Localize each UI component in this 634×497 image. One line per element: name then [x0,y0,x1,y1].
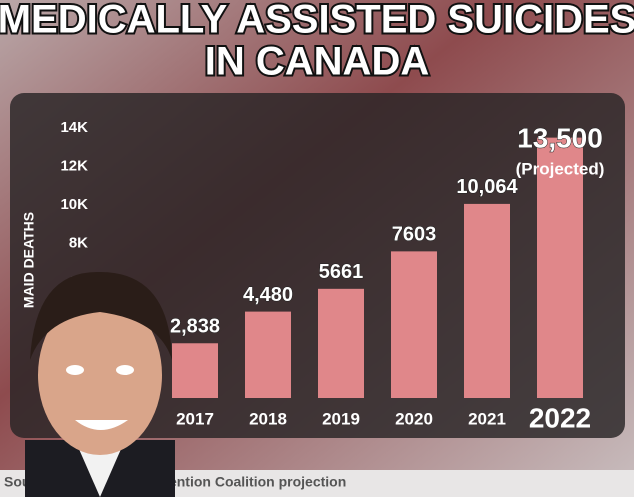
y-tick-label: 8K [69,235,88,252]
value-label: 2,838 [170,316,220,338]
chart-title: MEDICALLY ASSISTED SUICIDES [0,0,634,42]
y-tick-label: 14K [60,119,88,136]
hair [30,271,172,360]
bar [245,311,291,398]
eye [66,365,84,375]
chart-title: IN CANADA [205,40,429,84]
value-label: 5661 [319,261,364,283]
y-tick-label: 12K [60,158,88,175]
value-label: 7603 [392,224,437,246]
bar [391,251,437,398]
bar [537,137,583,398]
value-label: 4,480 [243,284,293,306]
x-tick-label: 2017 [176,409,214,428]
shirt [75,440,125,497]
y-tick-label: 10K [60,196,88,213]
x-tick-label: 2022 [529,402,591,433]
y-axis-label: MAID DEATHS [21,212,37,308]
plot: 6K8K10K12K14K20172,83820184,480201956612… [60,119,604,433]
x-tick-label: 2019 [322,409,360,428]
bar [318,288,364,398]
value-label: 13,500 [517,122,603,153]
value-label: 10,064 [456,176,518,198]
eye [116,365,134,375]
photo [25,271,175,497]
x-tick-label: 2018 [249,409,287,428]
mouth [75,420,128,430]
x-tick-label: 2021 [468,409,506,428]
x-tick-label: 2020 [395,409,433,428]
face [38,295,162,455]
annotation: (Projected) [516,159,605,178]
bar [464,203,510,398]
bar [172,343,218,398]
